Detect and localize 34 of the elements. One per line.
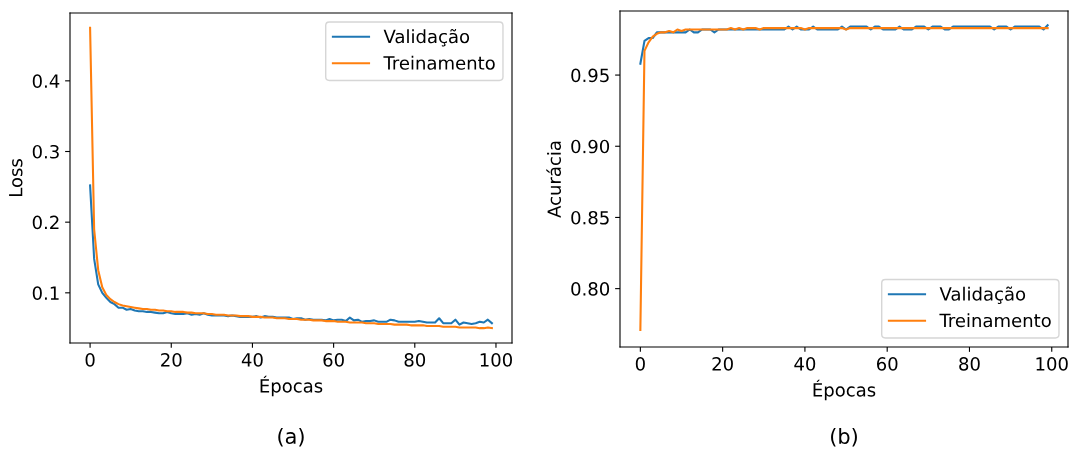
x-tick-label: 20 [712, 357, 733, 371]
legend-label: Validação [939, 286, 1026, 304]
x-axis-title: Épocas [813, 379, 876, 401]
y-tick-label: 0.2 [32, 215, 59, 230]
line-series [639, 24, 1049, 65]
x-axis-title: Épocas [260, 375, 323, 397]
y-tick-label: 0.90 [571, 139, 610, 154]
x-tick-label: 80 [404, 353, 426, 367]
x-tick-label: 100 [1036, 357, 1068, 371]
y-tick-label: 0.4 [32, 74, 60, 88]
x-tick-label: 0 [635, 357, 645, 371]
text: (b) [831, 427, 857, 447]
line-series [639, 27, 1049, 331]
legend-label: Treinamento [383, 55, 495, 70]
y-tick-label: 0.1 [32, 286, 59, 300]
x-tick-label: 40 [241, 353, 263, 367]
x-tick-label: 20 [161, 353, 182, 367]
x-tick-label: 60 [323, 353, 344, 367]
x-tick-label: 60 [876, 357, 898, 371]
line-series [89, 26, 493, 330]
x-tick-label: 100 [480, 353, 512, 367]
y-tick-label: 0.95 [571, 68, 609, 83]
line-series [89, 184, 493, 326]
x-tick-label: 40 [794, 357, 816, 371]
x-tick-label: 80 [959, 357, 980, 371]
y-tick-label: 0.80 [571, 282, 610, 296]
y-axis-title: Acurácia [546, 141, 562, 218]
legend-label: Treinamento [939, 313, 1051, 328]
y-tick-label: 0.3 [32, 144, 59, 159]
y-axis-title: Loss [9, 159, 23, 197]
x-tick-label: 0 [85, 353, 95, 367]
text: (a) [278, 427, 304, 447]
legend-label: Validação [383, 28, 470, 47]
y-tick-label: 0.85 [571, 210, 609, 225]
